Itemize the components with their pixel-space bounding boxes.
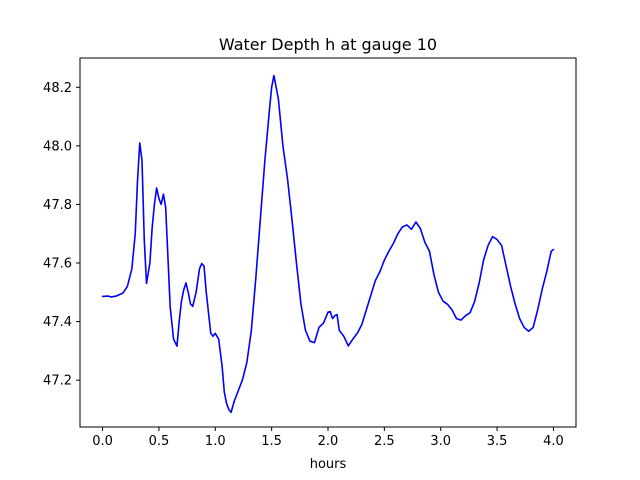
y-tick-label: 47.4 xyxy=(43,315,72,330)
y-axis-ticks: 47.2 47.4 47.6 47.8 48.0 48.2 xyxy=(43,81,80,389)
x-tick-label: 0.0 xyxy=(92,434,113,449)
x-tick-label: 3.0 xyxy=(430,434,451,449)
x-tick-label: 2.0 xyxy=(318,434,339,449)
y-tick-label: 48.2 xyxy=(43,81,72,96)
x-tick-label: 3.5 xyxy=(487,434,508,449)
y-tick-label: 47.8 xyxy=(43,198,72,213)
series-layer xyxy=(101,74,555,414)
chart-title: Water Depth h at gauge 10 xyxy=(219,35,437,54)
y-tick-label: 47.6 xyxy=(43,257,72,272)
x-axis-ticks: 0.0 0.5 1.0 1.5 2.0 2.5 3.0 3.5 4.0 xyxy=(92,427,564,449)
x-axis-label: hours xyxy=(310,457,347,472)
plot-frame xyxy=(79,57,577,428)
x-tick-label: 4.0 xyxy=(543,434,564,449)
x-tick-label: 1.5 xyxy=(261,434,282,449)
x-tick-label: 0.5 xyxy=(149,434,170,449)
x-tick-label: 1.0 xyxy=(205,434,226,449)
x-tick-label: 2.5 xyxy=(374,434,395,449)
series-line-0 xyxy=(101,74,555,414)
y-tick-label: 47.2 xyxy=(43,374,72,389)
y-tick-label: 48.0 xyxy=(43,139,72,154)
